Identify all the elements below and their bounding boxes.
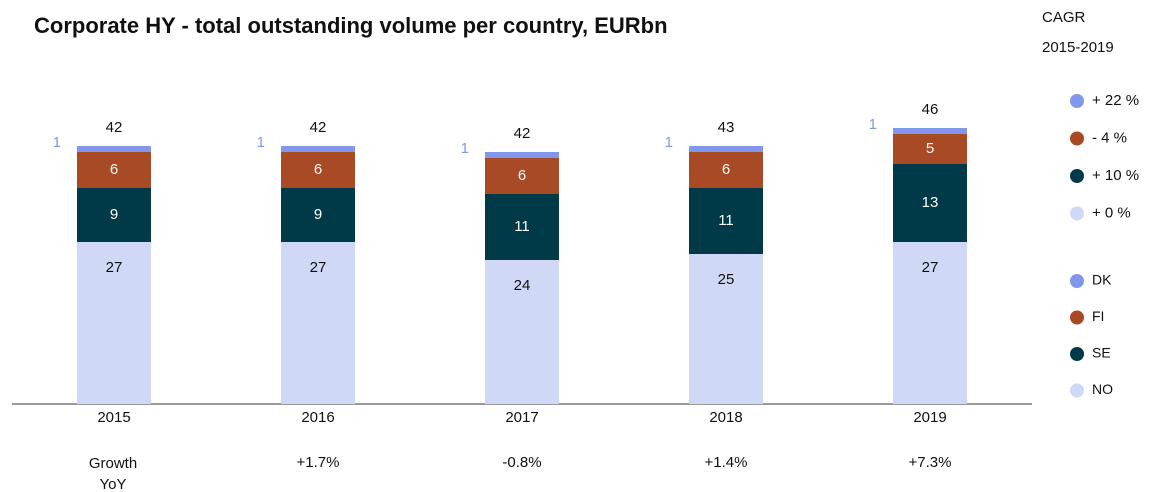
data-label: 27: [922, 259, 939, 276]
growth-label: +1.7%: [297, 454, 340, 471]
x-tick-label: 2018: [709, 409, 742, 426]
data-label: 1: [869, 116, 877, 133]
data-label: 1: [665, 134, 673, 151]
bar-segment: [689, 152, 763, 188]
data-label: 1: [461, 140, 469, 157]
x-tick-label: 2016: [301, 409, 334, 426]
legend-name: SE: [1092, 345, 1111, 361]
legend-swatch: [1070, 347, 1084, 361]
bar-segment: [77, 188, 151, 242]
legend-swatch: [1070, 169, 1084, 183]
data-label: 6: [518, 167, 526, 184]
bar-segment: [485, 260, 559, 404]
growth-label: +1.4%: [705, 454, 748, 471]
legend-swatch: [1070, 310, 1084, 325]
x-tick-label: 2017: [505, 409, 538, 426]
legend-swatch: [1070, 131, 1084, 146]
bar-segment: [77, 152, 151, 188]
growth-label: -0.8%: [502, 454, 541, 471]
legend-period: 2015-2019: [1042, 39, 1114, 56]
total-label: 42: [514, 125, 531, 142]
data-label: 9: [314, 206, 322, 223]
total-label: 43: [718, 119, 735, 136]
data-label: 27: [310, 259, 327, 276]
x-tick-label: 2019: [913, 409, 946, 426]
legend-swatch: [1070, 383, 1084, 398]
chart-title: Corporate HY - total outstanding volume …: [34, 13, 668, 38]
bar-segment: [689, 146, 763, 152]
legend-swatch: [1070, 274, 1084, 288]
bar-segment: [893, 164, 967, 242]
total-label: 42: [310, 119, 327, 136]
bar-segment: [893, 242, 967, 404]
legend-cagr: - 4 %: [1092, 129, 1127, 146]
bar-segment: [77, 242, 151, 404]
total-label: 46: [922, 101, 939, 118]
data-label: 1: [53, 134, 61, 151]
bar-segment: [689, 188, 763, 254]
legend-cagr: + 10 %: [1092, 167, 1139, 184]
data-label: 11: [514, 218, 530, 235]
legend-name: DK: [1092, 272, 1112, 288]
growth-title: Growth YoY: [88, 455, 138, 492]
legend-name: NO: [1092, 381, 1113, 397]
bar-segment: [281, 152, 355, 188]
legend-swatch: [1070, 206, 1084, 221]
growth-label: +7.3%: [909, 454, 952, 471]
legend-swatch: [1070, 94, 1084, 108]
data-label: 6: [722, 161, 730, 178]
data-label: 5: [926, 140, 934, 157]
legend-title: CAGR: [1042, 9, 1086, 26]
bar-segment: [485, 158, 559, 194]
bar-segment: [281, 242, 355, 404]
total-label: 42: [106, 119, 123, 136]
x-tick-label: 2015: [97, 409, 130, 426]
data-label: 9: [110, 206, 118, 223]
bar-segment: [281, 188, 355, 242]
bar-segment: [485, 152, 559, 158]
data-label: 25: [718, 271, 735, 288]
data-label: 11: [718, 212, 734, 229]
legend-cagr: + 0 %: [1092, 204, 1131, 221]
data-label: 13: [922, 194, 939, 211]
data-label: 6: [110, 161, 118, 178]
data-label: 1: [257, 134, 265, 151]
data-label: 24: [514, 277, 531, 294]
bar-segment: [689, 254, 763, 404]
bar-segment: [893, 134, 967, 164]
legend-cagr: + 22 %: [1092, 92, 1139, 109]
data-label: 27: [106, 259, 123, 276]
bar-segment: [485, 194, 559, 260]
bar-segment: [893, 128, 967, 134]
bar-segment: [77, 146, 151, 152]
bar-segment: [281, 146, 355, 152]
data-label: 6: [314, 161, 322, 178]
legend-name: FI: [1092, 308, 1104, 324]
